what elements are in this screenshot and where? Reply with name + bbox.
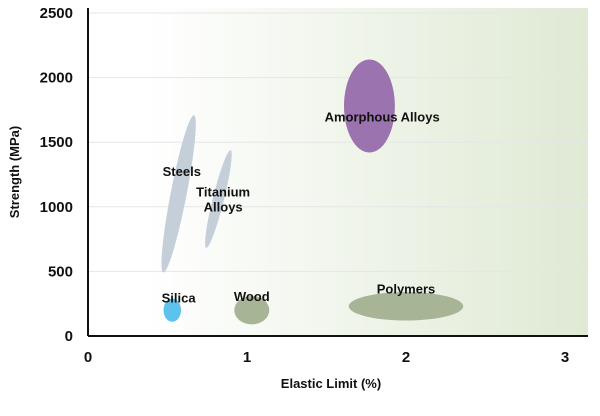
region-titanium-alloys [205, 150, 232, 248]
region-wood [234, 295, 270, 325]
region-steels [161, 115, 196, 273]
y-tick-label: 500 [48, 263, 73, 280]
label-silica: Silica [162, 290, 197, 305]
material-regions [161, 59, 464, 325]
y-tick-label: 0 [65, 328, 73, 345]
region-polymers [348, 292, 464, 321]
axes [87, 8, 588, 337]
region-amorphous-alloys [343, 59, 395, 153]
x-tick-label: 2 [402, 349, 410, 366]
x-tick-label: 3 [561, 349, 569, 366]
x-tick-label: 1 [243, 349, 251, 366]
plot-area [88, 8, 588, 336]
x-axis-label: Elastic Limit (%) [281, 376, 381, 391]
y-tick-label: 2500 [40, 5, 73, 22]
y-axis-label: Strength (MPa) [7, 126, 22, 218]
label-steels: Steels [163, 164, 201, 179]
y-tick-label: 1500 [40, 134, 73, 151]
region-labels: Steels Titanium Alloys Amorphous Alloys Sili… [162, 110, 440, 306]
region-silica [163, 298, 182, 322]
x-tick-label: 0 [84, 349, 92, 366]
y-tick-label: 2000 [40, 70, 73, 87]
label-titanium-alloys: Titanium Alloys [196, 184, 250, 214]
tick-labels: 0 500 1000 1500 2000 2500 0 1 2 3 [40, 5, 570, 366]
y-tick-label: 1000 [40, 199, 73, 216]
label-wood: Wood [234, 289, 270, 304]
label-polymers: Polymers [377, 281, 436, 296]
label-amorphous-alloys: Amorphous Alloys [325, 110, 440, 125]
